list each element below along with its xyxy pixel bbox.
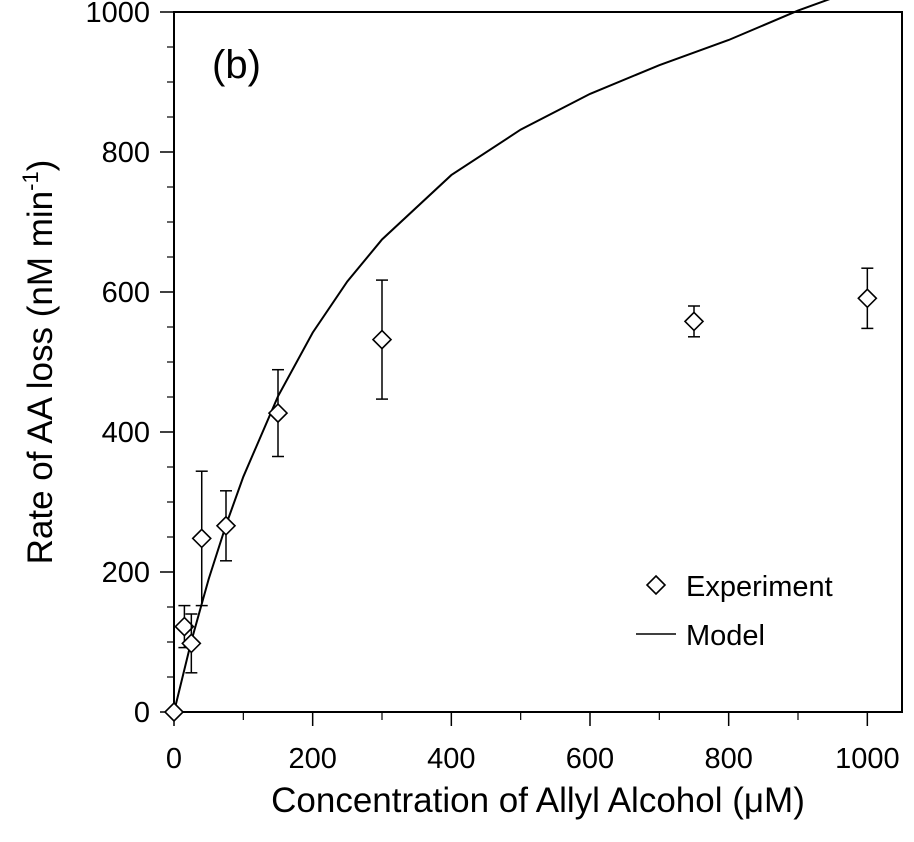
y-tick-label: 200 [102,557,150,589]
y-tick-label: 0 [134,697,150,729]
x-axis-title: Concentration of Allyl Alcohol (μM) [271,781,805,820]
y-axis-title-sup: -1 [18,171,43,191]
y-axis-title: Rate of AA loss (nM min-1) [18,160,60,565]
x-axis-title-close: ) [793,781,805,820]
x-tick-label: 1000 [835,743,900,775]
legend-label-experiment: Experiment [686,571,833,603]
y-axis-title-text: Rate of AA loss (nM min [21,191,60,564]
y-tick-label: 600 [102,277,150,309]
y-tick-label: 400 [102,417,150,449]
model-line-group [173,0,831,713]
legend-label-model: Model [686,620,765,652]
panel-label: (b) [212,43,261,87]
legend: Experiment Model [636,571,833,652]
experiment-point [215,515,237,536]
y-axis-title-close: ) [21,160,60,172]
experiment-points [163,267,878,723]
x-tick-label: 0 [166,743,182,775]
experiment-point [163,701,185,723]
x-tick-label: 600 [566,743,614,775]
experiment-point [683,311,705,332]
legend-diamond-marker [645,574,667,596]
axis-ticks: 0 200 400 600 800 1000 0 200 400 600 800 1000 [85,0,899,775]
experiment-point [267,402,289,424]
x-axis-title-text: Concentration of Allyl Alcohol ( [271,781,744,820]
experiment-point [181,633,202,654]
experiment-point [191,528,212,549]
experiment-point [857,288,878,309]
y-tick-label: 1000 [85,0,150,29]
y-tick-label: 800 [102,137,150,169]
experiment-point [174,616,195,637]
x-tick-label: 400 [427,743,475,775]
model-line [173,0,831,713]
x-tick-label: 800 [704,743,752,775]
x-axis-title-unit: μM [744,781,793,820]
plot-frame [173,11,903,713]
x-tick-label: 200 [288,743,336,775]
experiment-point [371,329,393,350]
